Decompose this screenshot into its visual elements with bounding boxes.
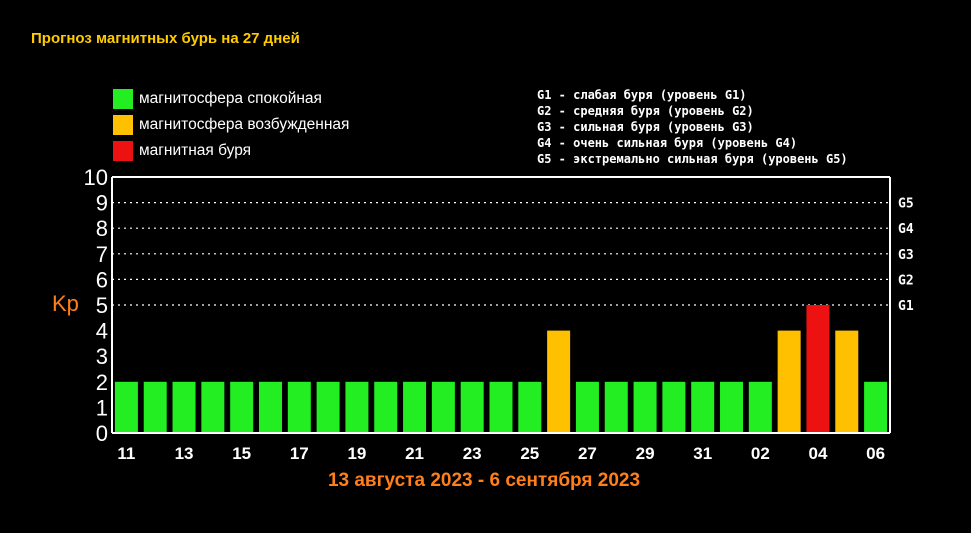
- y-tick-label-5: 5: [96, 293, 108, 318]
- g-level-legend: G1 - слабая буря (уровень G1) G2 - средн…: [537, 87, 848, 167]
- bar-1: [114, 381, 138, 433]
- bar-6: [258, 381, 282, 433]
- x-tick-label-4: 19: [347, 444, 366, 463]
- x-tick-label-13: 06: [866, 444, 885, 463]
- y-tick-label-1: 1: [96, 395, 108, 420]
- y-tick-label-6: 6: [96, 267, 108, 292]
- g-tick-label-g1: G1: [898, 299, 914, 314]
- x-tick-label-8: 27: [578, 444, 597, 463]
- bar-4: [201, 381, 225, 433]
- bar-21: [691, 381, 715, 433]
- bar-10: [374, 381, 398, 433]
- chart-title: Прогноз магнитных бурь на 27 дней: [31, 30, 300, 47]
- bar-13: [460, 381, 484, 433]
- bar-24: [777, 330, 801, 433]
- y-tick-label-3: 3: [96, 344, 108, 369]
- x-tick-label-3: 17: [290, 444, 309, 463]
- state-legend: магнитосфера спокойная магнитосфера возб…: [113, 86, 349, 164]
- x-tick-label-5: 21: [405, 444, 424, 463]
- legend-label-storm: магнитная буря: [139, 142, 252, 159]
- bar-15: [518, 381, 542, 433]
- x-tick-label-0: 11: [117, 444, 135, 463]
- bar-17: [575, 381, 599, 433]
- bar-22: [720, 381, 744, 433]
- bar-2: [143, 381, 167, 433]
- legend-label-quiet: магнитосфера спокойная: [139, 90, 322, 107]
- bar-27: [864, 381, 888, 433]
- bar-25: [806, 305, 830, 433]
- y-axis-label-text: Kp: [52, 291, 79, 316]
- bar-23: [748, 381, 772, 433]
- legend-active: магнитосфера возбужденная: [113, 112, 349, 138]
- bar-26: [835, 330, 859, 433]
- g-tick-label-g5: G5: [898, 197, 914, 212]
- x-tick-label-1: 13: [175, 444, 194, 463]
- legend-storm: магнитная буря: [113, 138, 349, 164]
- legend-swatch-storm: [113, 141, 133, 161]
- x-tick-label-7: 25: [520, 444, 539, 463]
- x-tick-label-6: 23: [463, 444, 482, 463]
- bar-7: [287, 381, 311, 433]
- y-tick-label-7: 7: [96, 242, 108, 267]
- bar-8: [316, 381, 340, 433]
- g-tick-label-g3: G3: [898, 248, 914, 263]
- bar-9: [345, 381, 369, 433]
- g-tick-label-g2: G2: [898, 273, 914, 288]
- g-legend-line-g3: G3 - сильная буря (уровень G3): [537, 120, 754, 134]
- x-tick-label-10: 31: [693, 444, 712, 463]
- bar-14: [489, 381, 513, 433]
- g-legend-line-g4: G4 - очень сильная буря (уровень G4): [537, 136, 798, 150]
- bar-12: [431, 381, 455, 433]
- x-tick-label-9: 29: [636, 444, 655, 463]
- bar-3: [172, 381, 196, 433]
- y-tick-label-2: 2: [96, 370, 108, 395]
- y-axis-label: Kp: [52, 291, 79, 317]
- bar-16: [547, 330, 571, 433]
- legend-swatch-quiet: [113, 89, 133, 109]
- y-tick-label-0: 0: [96, 421, 108, 446]
- y-tick-label-4: 4: [96, 319, 108, 344]
- bar-19: [633, 381, 657, 433]
- legend-quiet: магнитосфера спокойная: [113, 86, 349, 112]
- legend-label-active: магнитосфера возбужденная: [139, 116, 350, 133]
- g-legend-line-g2: G2 - средняя буря (уровень G2): [537, 104, 754, 118]
- g-tick-label-g4: G4: [898, 222, 914, 237]
- bar-11: [403, 381, 427, 433]
- legend-swatch-active: [113, 115, 133, 135]
- date-range: 13 августа 2023 - 6 сентября 2023: [327, 470, 641, 491]
- y-tick-label-8: 8: [96, 216, 108, 241]
- x-tick-label-2: 15: [232, 444, 251, 463]
- x-tick-label-12: 04: [809, 444, 828, 463]
- bar-18: [604, 381, 628, 433]
- bar-5: [230, 381, 254, 433]
- g-legend-line-g1: G1 - слабая буря (уровень G1): [537, 88, 747, 102]
- x-tick-label-11: 02: [751, 444, 770, 463]
- bar-20: [662, 381, 686, 433]
- y-tick-label-10: 10: [84, 165, 108, 190]
- g-legend-line-g5: G5 - экстремально сильная буря (уровень …: [537, 152, 848, 166]
- y-tick-label-9: 9: [96, 191, 108, 216]
